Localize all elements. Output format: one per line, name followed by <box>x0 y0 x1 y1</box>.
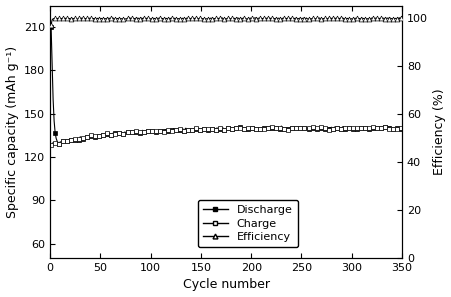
Y-axis label: Efficiency (%): Efficiency (%) <box>433 89 446 175</box>
Legend: Discharge, Charge, Efficiency: Discharge, Charge, Efficiency <box>197 200 297 247</box>
Y-axis label: Specific capacity (mAh g⁻¹): Specific capacity (mAh g⁻¹) <box>5 46 18 218</box>
X-axis label: Cycle number: Cycle number <box>182 279 269 291</box>
